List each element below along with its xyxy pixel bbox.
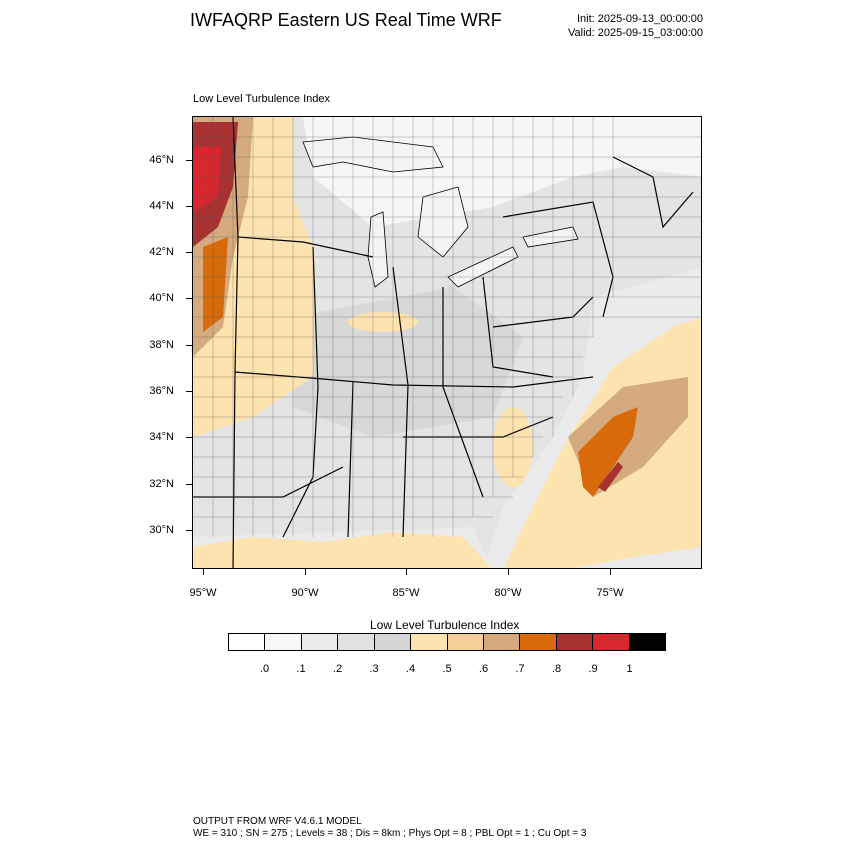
- lake-huron: [417, 186, 469, 258]
- colorbar-label: .4: [405, 663, 416, 675]
- lat-tick: [186, 484, 192, 485]
- colorbar-label: .7: [515, 663, 525, 675]
- colorbar-label: .6: [478, 663, 489, 675]
- model-footer: OUTPUT FROM WRF V4.6.1 MODEL: [193, 816, 362, 827]
- map-field-label: Low Level Turbulence Index: [193, 93, 330, 105]
- colorbar-label: .5: [442, 663, 452, 675]
- lon-tick: [610, 569, 611, 575]
- lon-label: 75°W: [596, 587, 624, 599]
- plot-title: IWFAQRP Eastern US Real Time WRF: [190, 10, 502, 30]
- init-time: Init: 2025-09-13_00:00:00: [577, 13, 703, 25]
- colorbar-box: [411, 634, 448, 650]
- lon-label: 85°W: [392, 587, 420, 599]
- colorbar-label: .8: [551, 663, 562, 675]
- lat-label: 42°N: [149, 246, 174, 258]
- colorbar-box: [556, 634, 594, 650]
- lat-label: 40°N: [149, 292, 174, 304]
- lat-tick: [186, 252, 192, 253]
- colorbar-label: .2: [332, 663, 343, 675]
- lon-tick: [305, 569, 306, 575]
- lat-label: 34°N: [149, 431, 174, 443]
- lat-label: 38°N: [149, 339, 174, 351]
- valid-time: Valid: 2025-09-15_03:00:00: [568, 27, 703, 39]
- plains-turbulence-peak: [193, 147, 221, 212]
- turbulence-map: [193, 117, 701, 568]
- colorbar-box: [265, 634, 302, 650]
- colorbar-label: .9: [588, 663, 598, 675]
- lat-tick: [186, 391, 192, 392]
- lat-label: 44°N: [149, 200, 174, 212]
- lat-tick: [186, 345, 192, 346]
- plains-turbulence-orange: [203, 237, 228, 332]
- colorbar-box: [338, 634, 375, 650]
- lon-tick: [508, 569, 509, 575]
- lon-label: 95°W: [189, 587, 217, 599]
- colorbar-label: .1: [296, 663, 306, 675]
- lon-label: 80°W: [494, 587, 522, 599]
- colorbar-label: .0: [259, 663, 270, 675]
- county-boundaries: [193, 117, 701, 537]
- lat-label: 32°N: [149, 478, 174, 490]
- colorbar-box: [374, 634, 412, 650]
- colorbar-box: [229, 634, 266, 650]
- lon-tick: [406, 569, 407, 575]
- lat-tick: [186, 530, 192, 531]
- colorbar-box: [593, 634, 630, 650]
- colorbar-box: [301, 634, 339, 650]
- lon-label: 90°W: [291, 587, 319, 599]
- lat-tick: [186, 206, 192, 207]
- model-config-footer: WE = 310 ; SN = 275 ; Levels = 38 ; Dis …: [193, 828, 587, 839]
- colorbar-box: [447, 634, 484, 650]
- map-panel: [192, 116, 702, 569]
- colorbar-box: [483, 634, 521, 650]
- lat-tick: [186, 160, 192, 161]
- lat-tick: [186, 437, 192, 438]
- colorbar-label: .3: [369, 663, 379, 675]
- atlantic-turbulence-peak: [598, 462, 623, 492]
- lon-tick: [203, 569, 204, 575]
- colorbar-box: [629, 634, 666, 650]
- lat-tick: [186, 298, 192, 299]
- colorbar-title: Low Level Turbulence Index: [370, 618, 520, 632]
- lat-label: 36°N: [149, 385, 174, 397]
- lat-label: 46°N: [149, 154, 174, 166]
- atlantic-turbulence-high: [578, 407, 638, 497]
- gulf-turbulence: [193, 532, 492, 568]
- lat-label: 30°N: [149, 524, 174, 536]
- colorbar-box: [520, 634, 557, 650]
- colorbar: [228, 633, 666, 651]
- colorbar-label: 1: [626, 663, 633, 675]
- turbulence-spot: [348, 312, 418, 332]
